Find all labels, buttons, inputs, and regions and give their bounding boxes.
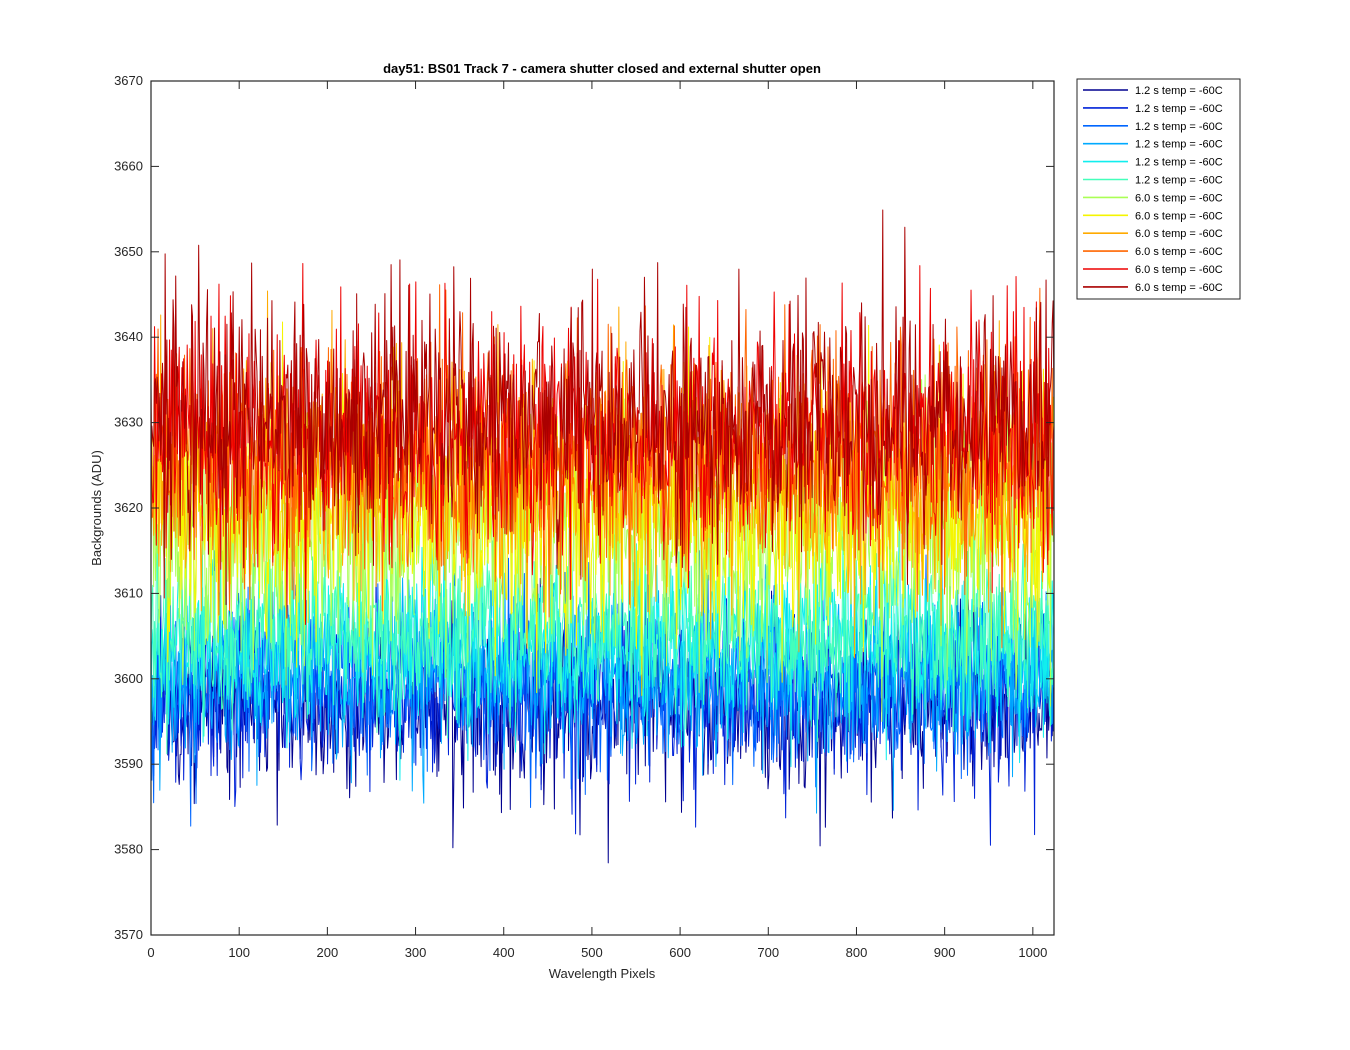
chart-title: day51: BS01 Track 7 - camera shutter clo… — [383, 61, 821, 76]
legend-label: 6.0 s temp = -60C — [1135, 228, 1223, 240]
legend-label: 6.0 s temp = -60C — [1135, 282, 1223, 294]
legend-label: 1.2 s temp = -60C — [1135, 175, 1223, 187]
y-tick-label: 3590 — [114, 756, 143, 771]
x-tick-label: 200 — [317, 945, 339, 960]
x-tick-label: 1000 — [1018, 945, 1047, 960]
x-tick-label: 0 — [147, 945, 154, 960]
legend-label: 6.0 s temp = -60C — [1135, 246, 1223, 258]
y-tick-label: 3580 — [114, 842, 143, 857]
legend-box — [1076, 78, 1241, 300]
legend-label: 1.2 s temp = -60C — [1135, 103, 1223, 115]
x-tick-label: 700 — [757, 945, 779, 960]
y-tick-label: 3570 — [114, 927, 143, 942]
y-tick-label: 3620 — [114, 500, 143, 515]
y-tick-label: 3670 — [114, 73, 143, 88]
legend-label: 1.2 s temp = -60C — [1135, 157, 1223, 169]
legend-label: 6.0 s temp = -60C — [1135, 264, 1223, 276]
x-tick-label: 400 — [493, 945, 515, 960]
x-axis-label: Wavelength Pixels — [549, 966, 656, 981]
y-tick-label: 3660 — [114, 158, 143, 173]
y-tick-label: 3610 — [114, 585, 143, 600]
y-tick-label: 3650 — [114, 244, 143, 259]
x-tick-label: 300 — [405, 945, 427, 960]
x-axis-ticks: 0 100 200 300 400 500 600 700 800 900 1000 — [147, 81, 1047, 960]
x-tick-label: 100 — [228, 945, 250, 960]
y-tick-label: 3600 — [114, 671, 143, 686]
series-layer — [150, 209, 1055, 864]
x-tick-label: 800 — [846, 945, 868, 960]
y-axis-ticks: 3570 3580 3590 3600 3610 3620 3630 3640 3650 3660… — [114, 73, 1054, 942]
x-tick-label: 900 — [934, 945, 956, 960]
y-axis-label: Backgrounds (ADU) — [89, 450, 104, 566]
x-tick-label: 500 — [581, 945, 603, 960]
legend-label: 1.2 s temp = -60C — [1135, 85, 1223, 97]
legend-label: 1.2 s temp = -60C — [1135, 139, 1223, 151]
series-line — [150, 209, 1055, 606]
y-tick-label: 3630 — [114, 415, 143, 430]
legend-label: 6.0 s temp = -60C — [1135, 192, 1223, 204]
legend-label: 6.0 s temp = -60C — [1135, 210, 1223, 222]
legend-label: 1.2 s temp = -60C — [1135, 121, 1223, 133]
y-tick-label: 3640 — [114, 329, 143, 344]
legend: 1.2 s temp = -60C 1.2 s temp = -60C 1.2 s … — [1076, 78, 1241, 300]
x-tick-label: 600 — [669, 945, 691, 960]
legend-entries: 1.2 s temp = -60C 1.2 s temp = -60C 1.2 s … — [1083, 85, 1223, 294]
